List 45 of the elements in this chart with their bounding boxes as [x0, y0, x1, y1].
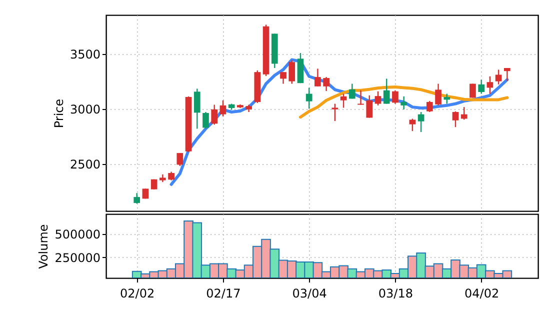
y-tick-label: 2500 — [70, 158, 100, 172]
x-tick-label: 02/02 — [120, 286, 155, 300]
y-tick-label: 500000 — [54, 227, 100, 242]
candlestick — [211, 104, 218, 126]
x-tick-label: 04/02 — [464, 286, 500, 300]
candlestick — [409, 118, 416, 132]
candlestick — [383, 78, 390, 104]
y-tick-label: 250000 — [54, 250, 100, 265]
candlestick — [323, 76, 330, 92]
candlestick — [504, 67, 510, 82]
x-tick-label: 03/04 — [292, 286, 327, 300]
candlestick — [348, 83, 356, 100]
line-series — [298, 86, 509, 119]
candlestick — [314, 68, 321, 87]
candlestick — [460, 106, 468, 120]
candlestick — [176, 152, 184, 167]
candlestick — [134, 192, 140, 204]
candlestick — [470, 83, 476, 98]
y-axis-title: Price — [52, 98, 66, 128]
candlestick — [435, 83, 442, 106]
candlestick — [340, 93, 347, 108]
x-tick-label: 02/17 — [206, 286, 241, 300]
candlestick — [444, 93, 450, 104]
candlestick — [486, 76, 494, 94]
candlestick — [478, 79, 484, 94]
candlestick — [366, 94, 373, 118]
candlestick — [280, 71, 286, 84]
x-tick-label: 03/18 — [378, 286, 413, 300]
candlestick — [452, 110, 459, 128]
y-tick-label: 3500 — [70, 48, 100, 62]
candlestick — [220, 100, 226, 118]
candlestick — [202, 111, 209, 130]
candlestick — [426, 100, 433, 113]
candlestick — [194, 88, 200, 130]
candlestick — [306, 87, 312, 110]
y-tick-label: 3000 — [70, 102, 100, 117]
candlestick — [495, 69, 502, 86]
candlestick — [374, 90, 382, 106]
candlestick — [288, 60, 296, 84]
candlestick — [332, 103, 338, 122]
candlestick — [400, 96, 407, 110]
candlestick — [358, 90, 364, 106]
y-axis-title: Volume — [36, 224, 51, 269]
candlestick — [392, 90, 398, 104]
candlestick — [418, 111, 424, 133]
